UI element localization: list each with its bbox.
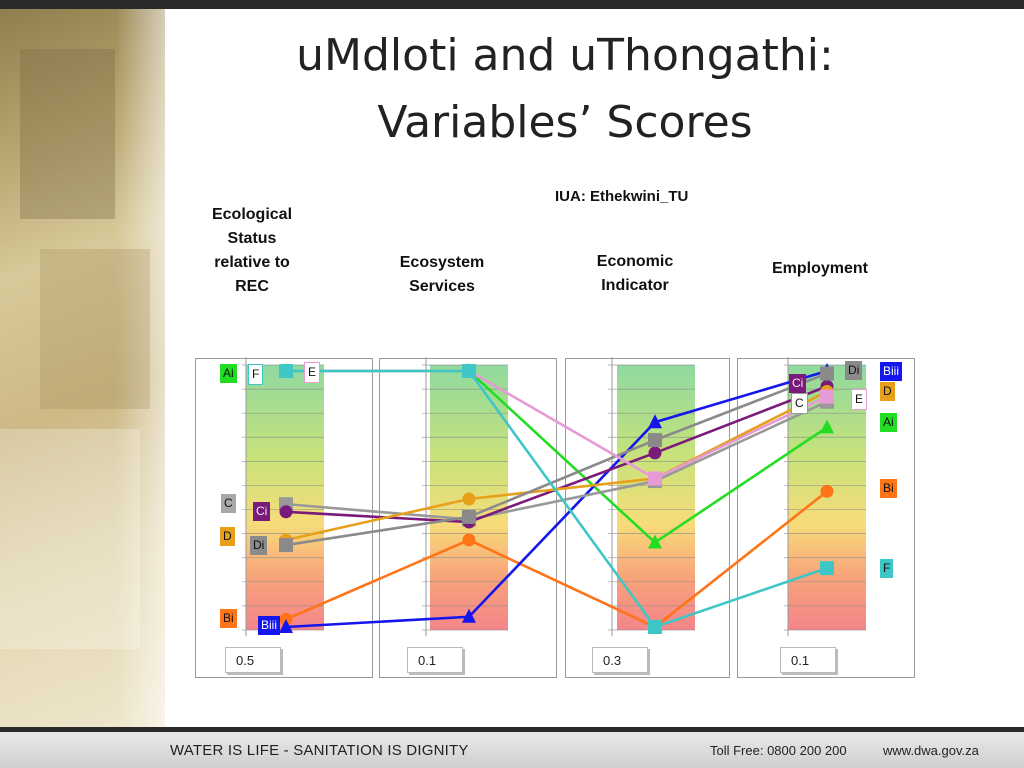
label-F: F [248, 364, 264, 385]
series-line-Biii [285, 369, 828, 629]
point-Biii-1 [462, 608, 476, 623]
decorative-background-image [0, 9, 165, 727]
point-Di-3 [820, 366, 834, 381]
label-D: D [220, 527, 235, 546]
point-Bi-3 [820, 484, 834, 498]
label-C: C [791, 393, 808, 414]
point-Ai-3 [820, 419, 834, 434]
point-Di-0 [279, 538, 293, 553]
footer-slogan: WATER IS LIFE - SANITATION IS DIGNITY [170, 742, 469, 759]
footer-toll-free: Toll Free: 0800 200 200 [710, 743, 847, 758]
label-E: E [304, 362, 321, 383]
point-F-0 [279, 364, 293, 378]
label-Biii: Biii [880, 362, 903, 381]
score-band-2 [617, 365, 695, 630]
weight-box-ecological-status[interactable]: 0.5 [225, 647, 281, 673]
weight-box-employment[interactable]: 0.1 [780, 647, 836, 673]
slide-title-line2: Variables’ Scores [377, 97, 753, 148]
header-ecological-status: Ecological Status relative to REC [211, 206, 293, 295]
label-D: D [880, 382, 895, 401]
header-economic-indicator: Economic Indicator [596, 253, 674, 294]
header-employment: Employment [771, 260, 868, 277]
point-Biii-0 [279, 619, 293, 633]
series-line-E [286, 369, 828, 480]
point-F-2 [648, 620, 662, 634]
point-F-3 [820, 561, 834, 576]
label-Di: Di [250, 536, 268, 555]
point-Ai-2 [648, 534, 662, 549]
point-Di-1 [462, 509, 476, 524]
series-line-C [285, 400, 828, 521]
point-E-3 [820, 389, 834, 404]
point-Di-2 [648, 433, 662, 448]
label-Ai: Ai [220, 364, 237, 383]
label-E: E [851, 389, 868, 410]
label-Ci: Ci [789, 374, 807, 393]
series-line-D [285, 390, 828, 542]
slide-title-line1: uMdloti and uThongathi: [296, 30, 834, 81]
footer-bar: WATER IS LIFE - SANITATION IS DIGNITY To… [0, 727, 1024, 768]
iua-label: IUA: Ethekwini_TU [555, 188, 689, 205]
label-F: F [880, 559, 894, 578]
weight-box-ecosystem-services[interactable]: 0.1 [407, 647, 463, 673]
point-Ci-0 [279, 505, 293, 519]
label-Biii: Biii [258, 616, 281, 635]
footer-website[interactable]: www.dwa.gov.za [883, 743, 979, 758]
label-Bi: Bi [880, 479, 897, 498]
point-D-1 [462, 492, 476, 506]
series-line-Bi [285, 490, 828, 629]
label-Bi: Bi [220, 609, 237, 628]
point-Bi-1 [462, 533, 476, 547]
label-Ci: Ci [253, 502, 271, 521]
series-line-Di [285, 372, 828, 547]
point-E-2 [648, 471, 662, 486]
series-line-F [286, 369, 828, 629]
weight-box-economic-indicator[interactable]: 0.3 [592, 647, 648, 673]
point-Ci-2 [648, 446, 662, 460]
label-Di: Di [845, 361, 863, 380]
label-C: C [221, 494, 236, 513]
point-F-1 [462, 364, 476, 378]
header-ecosystem-services: Ecosystem Services [399, 254, 485, 295]
top-bar [0, 0, 1024, 9]
label-Ai: Ai [880, 413, 897, 432]
point-Biii-2 [648, 414, 662, 429]
